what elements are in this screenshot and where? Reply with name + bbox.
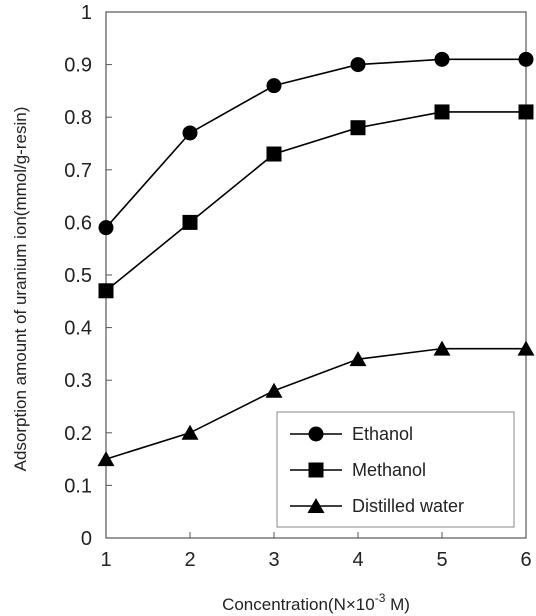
y-tick-label: 0.7 — [64, 160, 92, 182]
data-point-ethanol — [266, 78, 282, 94]
legend-item-ethanol: Ethanol — [290, 424, 413, 444]
x-axis-label: Concentration(N×10-3 M) — [222, 591, 410, 614]
data-point-distilled-water — [517, 340, 535, 356]
legend-marker — [307, 498, 325, 513]
data-point-methanol — [182, 214, 198, 230]
data-point-distilled-water — [433, 340, 451, 356]
y-axis-label: Adsorption amount of uranium ion(mmol/g-… — [11, 107, 30, 472]
x-axis: 1 2 3 4 5 6 — [100, 532, 532, 571]
y-tick-label: 1 — [81, 2, 92, 24]
y-axis: 0 0.1 0.2 0.3 0.4 0.5 0.6 0.7 0.8 0.9 1 — [64, 2, 112, 550]
legend-marker — [308, 426, 324, 442]
x-axis-label-main: Concentration(N×10 — [222, 595, 375, 614]
legend-label: Methanol — [352, 460, 426, 480]
y-tick-label: 0.4 — [64, 318, 92, 340]
data-point-distilled-water — [181, 424, 199, 440]
legend-item-distilled-water: Distilled water — [290, 496, 464, 516]
data-point-ethanol — [518, 51, 534, 67]
x-axis-label-exponent: -3 — [375, 591, 386, 605]
x-axis-label-suffix: M) — [385, 595, 410, 614]
data-point-methanol — [350, 120, 366, 136]
legend-item-methanol: Methanol — [290, 460, 426, 480]
y-tick-label: 0.9 — [64, 55, 92, 77]
x-tick-label: 2 — [184, 549, 195, 571]
data-point-distilled-water — [349, 351, 367, 367]
data-point-methanol — [518, 104, 534, 120]
series-line-ethanol — [105, 58, 526, 229]
data-point-ethanol — [98, 220, 114, 236]
data-point-ethanol — [182, 125, 198, 141]
x-tick-label: 4 — [352, 549, 363, 571]
legend-marker — [308, 462, 324, 478]
x-tick-label: 3 — [268, 549, 279, 571]
data-point-ethanol — [350, 57, 366, 73]
data-point-methanol — [98, 283, 114, 299]
data-point-methanol — [266, 146, 282, 162]
y-tick-label: 0.6 — [64, 212, 92, 234]
y-tick-label: 0.1 — [64, 475, 92, 497]
legend-label: Distilled water — [352, 496, 464, 516]
x-tick-label: 6 — [520, 549, 531, 571]
legend: Ethanol Methanol Distilled water — [276, 411, 515, 528]
legend-label: Ethanol — [352, 424, 413, 444]
x-tick-label: 1 — [100, 549, 111, 571]
data-point-distilled-water — [265, 382, 283, 398]
x-tick-label: 5 — [436, 549, 447, 571]
y-tick-label: 0.5 — [64, 265, 92, 287]
data-point-ethanol — [434, 51, 450, 67]
data-point-distilled-water — [97, 451, 115, 467]
series-line-distilled-water — [105, 347, 526, 460]
y-tick-label: 0.3 — [64, 370, 92, 392]
y-tick-label: 0.8 — [64, 107, 92, 129]
data-point-methanol — [434, 104, 450, 120]
series-layer — [97, 51, 535, 467]
y-tick-label: 0 — [81, 528, 92, 550]
series-line-methanol — [105, 111, 526, 292]
y-tick-label: 0.2 — [64, 423, 92, 445]
